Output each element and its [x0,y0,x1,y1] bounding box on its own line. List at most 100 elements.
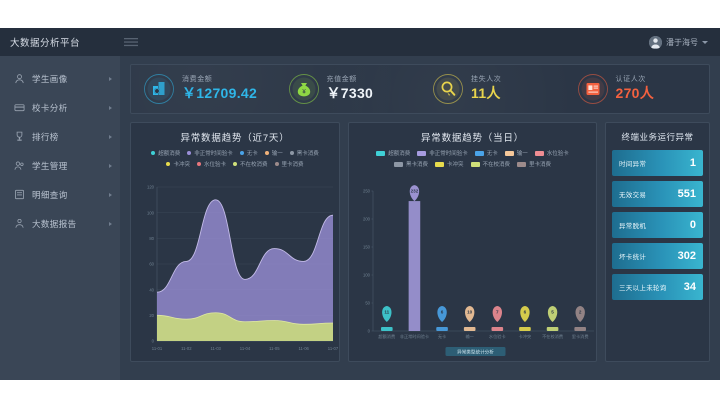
svg-text:232: 232 [411,189,419,194]
legend-item[interactable]: 卡冲突 [434,160,464,168]
legend-item[interactable]: 不在校消费 [233,160,268,168]
svg-text:无卡: 无卡 [438,333,446,340]
status-row[interactable]: 坏卡统计 302 [612,243,703,269]
svg-text:11-04: 11-04 [240,346,251,351]
legend-swatch [187,151,192,155]
svg-text:120: 120 [147,185,155,190]
sidebar-item-label: 学生管理 [32,160,68,171]
kpi-card-certification[interactable]: 认证人次 270人 [565,73,710,105]
legend-item[interactable]: 卡冲突 [166,160,190,168]
charts-row: 异常数据趋势（近7天） 超额消费 非正常时间验卡 无卡 输一 黑卡消费 卡冲突 … [130,122,710,362]
sidebar-item-detail-query[interactable]: 明细查询 [0,180,120,209]
status-row-label: 三天以上未轮询 [619,285,667,292]
legend-item[interactable]: 水位验卡 [196,160,226,168]
legend-swatch [166,162,171,166]
svg-text:7: 7 [496,310,499,315]
legend-item[interactable]: 里卡消费 [274,160,304,168]
sidebar-item-ranking[interactable]: 排行榜 [0,122,120,151]
app-shell: 大数据分析平台 潘于海号 [0,28,720,380]
legend-swatch [434,161,444,167]
sidebar-item-student-manage[interactable]: 学生管理 [0,151,120,180]
chevron-right-icon [109,134,112,139]
legend-item[interactable]: 超额消费 [151,149,180,157]
legend-item[interactable]: 非正常时间验卡 [417,149,468,157]
legend-item[interactable]: 不在校消费 [470,160,511,168]
legend-swatch [474,150,484,156]
svg-text:超额消费: 超额消费 [378,333,395,340]
main-content: 消费金额 ￥12709.42 ¥ 充值金额 [120,56,720,380]
status-row[interactable]: 异常脱机 0 [612,212,703,238]
kpi-text: 消费金额 ￥12709.42 [182,76,257,101]
legend-swatch [151,151,156,155]
legend-item[interactable]: 输一 [504,149,528,157]
app-brand: 大数据分析平台 [10,38,81,49]
legend-item[interactable]: 非正常时间验卡 [187,149,233,157]
card-analysis-icon [14,104,25,112]
legend-swatch [504,150,514,156]
legend-item[interactable]: 黑卡消费 [289,149,319,157]
legend-item[interactable]: 超额消费 [376,149,410,157]
card-today-anomaly: 异常数据趋势（当日） 超额消费 非正常时间验卡 无卡 输一 水位验卡 黑卡消费 … [348,122,597,362]
legend-swatch [417,150,427,156]
kpi-value: ￥12709.42 [182,85,258,102]
kpi-label: 挂失人次 [471,76,502,84]
chart-right-title: 异常数据趋势（当日） [420,133,524,144]
legend-swatch [470,161,480,167]
legend-label: 里卡消费 [281,162,304,168]
kpi-icon-ring [577,73,609,105]
legend-item[interactable]: 黑卡消费 [393,160,428,168]
legend-item[interactable]: 水位验卡 [534,149,569,157]
status-row[interactable]: 时间异常 1 [612,150,703,176]
legend-item[interactable]: 里卡消费 [517,160,551,168]
sidebar-item-bigdata-report[interactable]: 大数据报告 [0,209,120,238]
legend-swatch [393,161,403,167]
header-user-menu[interactable]: 潘于海号 [649,35,720,49]
svg-text:60: 60 [149,262,154,267]
legend-label: 非正常时间验卡 [194,151,233,157]
status-row[interactable]: 三天以上未轮询 34 [612,274,703,300]
legend-item[interactable]: 无卡 [474,149,498,157]
svg-text:100: 100 [363,273,371,278]
svg-text:11-01: 11-01 [152,346,163,351]
legend-swatch [534,150,544,156]
kpi-text: 充值金额 ￥7330 [327,76,374,101]
chart-left-plot: 0 20 40 60 80 100 120 11-01 11-02 11-03 11-04 11-05… [131,181,339,359]
chevron-right-icon [109,105,112,110]
legend-label: 无卡 [486,151,498,157]
chart-left-title: 异常数据趋势（近7天） [180,133,290,144]
id-card-icon [577,74,608,104]
legend-item[interactable]: 输一 [264,149,283,157]
kpi-label: 消费金额 [182,76,213,84]
legend-label: 不在校消费 [482,162,511,168]
sidebar-item-card-analysis[interactable]: 校卡分析 [0,93,120,122]
status-row[interactable]: 无效交易 551 [612,181,703,207]
svg-text:异常类型统计分析: 异常类型统计分析 [457,349,494,356]
svg-text:卡冲突: 卡冲突 [519,333,532,340]
legend-label: 输一 [271,151,283,157]
chevron-right-icon [109,163,112,168]
svg-text:11-06: 11-06 [298,346,309,351]
svg-text:200: 200 [363,217,371,222]
sidebar-item-label: 学生画像 [32,73,68,84]
legend-label: 水位验卡 [546,151,569,157]
svg-text:11-02: 11-02 [181,346,192,351]
legend-swatch [196,162,201,166]
report-icon [15,218,24,228]
chart-right-legend: 超额消费 非正常时间验卡 无卡 输一 水位验卡 黑卡消费 卡冲突 不在校消费 里… [349,149,596,170]
svg-text:11-03: 11-03 [210,346,221,351]
chart-right-plot: 0 50 100 150 200 250 11 超额消费 232 非正常时间验卡 6 无卡 10 输一 7 水… [349,175,596,361]
header-user-name: 潘于海号 [666,37,698,47]
user-portrait-icon [15,74,24,84]
status-row-label: 坏卡统计 [619,254,647,261]
kpi-text: 认证人次 270人 [616,76,655,101]
legend-item[interactable]: 无卡 [239,149,258,157]
svg-text:0: 0 [152,339,155,344]
menu-toggle-icon[interactable] [124,37,138,47]
sidebar-item-student-portrait[interactable]: 学生画像 [0,64,120,93]
svg-text:2: 2 [579,310,582,315]
svg-text:非正常时间验卡: 非正常时间验卡 [400,333,429,340]
kpi-card-consumption[interactable]: 消费金额 ￥12709.42 [131,73,276,105]
trophy-icon [16,131,23,141]
kpi-card-recharge[interactable]: ¥ 充值金额 ￥7330 [276,73,421,105]
kpi-card-report-loss[interactable]: 挂失人次 11人 [420,73,565,105]
